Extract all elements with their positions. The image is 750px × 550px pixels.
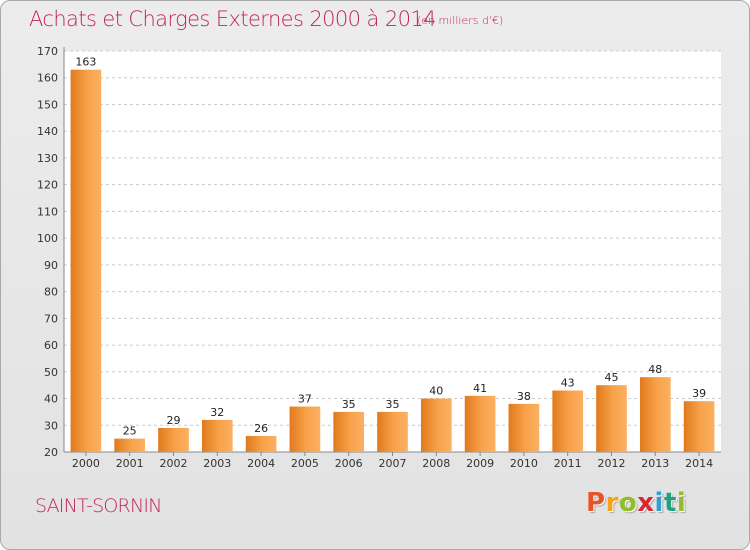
chart-unit: (en milliers d'€) <box>417 14 504 27</box>
x-tick-label: 2006 <box>335 457 363 470</box>
label-layer: 163 25 29 32 26 37 35 35 40 41 38 43 45 48 39 <box>75 56 706 438</box>
y-tick-label: 40 <box>44 393 58 406</box>
value-label: 40 <box>429 385 443 398</box>
y-tick-label: 160 <box>37 72 58 85</box>
bar-2014 <box>683 401 715 452</box>
logo-letter: i <box>676 488 687 518</box>
bar-2013 <box>639 377 671 452</box>
bar-2006 <box>333 411 365 452</box>
value-label: 163 <box>75 56 96 69</box>
value-label: 41 <box>473 382 487 395</box>
y-tick-label: 70 <box>44 312 58 325</box>
y-tick-label: 20 <box>44 446 58 459</box>
y-tick-label: 140 <box>37 125 58 138</box>
bar-2009 <box>464 395 496 452</box>
y-tick-label: 80 <box>44 286 58 299</box>
y-tick-label: 110 <box>37 205 58 218</box>
value-label: 48 <box>648 363 662 376</box>
grid-layer <box>64 50 721 453</box>
x-tick-label: 2000 <box>72 457 100 470</box>
value-label: 35 <box>342 398 356 411</box>
value-label: 43 <box>561 377 575 390</box>
x-tick-label: 2003 <box>203 457 231 470</box>
x-tick-label: 2002 <box>160 457 188 470</box>
bar-2007 <box>377 411 408 452</box>
logo-letter: r <box>605 488 619 518</box>
y-tick-label: 90 <box>44 259 58 272</box>
y-tick-label: 50 <box>44 366 58 379</box>
x-tick-label: 2005 <box>291 457 319 470</box>
bar-2011 <box>552 390 584 452</box>
x-tick-label: 2010 <box>510 457 538 470</box>
x-tick-label: 2009 <box>466 457 494 470</box>
proxiti-logo: Proxiti <box>586 488 686 518</box>
y-tick-label: 100 <box>37 232 58 245</box>
bar-2008 <box>420 398 452 452</box>
bar-layer <box>70 69 715 453</box>
logo-letter: i <box>654 488 664 518</box>
value-label: 45 <box>605 371 619 384</box>
value-label: 35 <box>386 398 400 411</box>
x-tick-label: 2007 <box>379 457 407 470</box>
value-label: 25 <box>123 425 137 438</box>
x-tick-label: 2013 <box>641 457 669 470</box>
logo-letter: t <box>663 488 677 518</box>
bar-2005 <box>289 406 321 452</box>
location-label: SAINT-SORNIN <box>35 495 162 517</box>
y-tick-label: 150 <box>37 98 58 111</box>
bar-2002 <box>158 427 189 452</box>
logo-letter: o <box>618 488 638 518</box>
value-label: 29 <box>167 414 181 427</box>
bar-2001 <box>114 438 146 452</box>
x-tick-label: 2014 <box>685 457 713 470</box>
value-label: 37 <box>298 393 312 406</box>
bar-2000 <box>70 69 102 453</box>
bar-2004 <box>245 435 277 452</box>
x-tick-label: 2008 <box>422 457 450 470</box>
logo-letter: x <box>637 488 655 518</box>
value-label: 38 <box>517 390 531 403</box>
y-tick-label: 30 <box>44 419 58 432</box>
y-tick-label: 130 <box>37 152 58 165</box>
value-label: 32 <box>210 406 224 419</box>
x-tick-label: 2004 <box>247 457 275 470</box>
value-label: 39 <box>692 387 706 400</box>
y-tick-label: 120 <box>37 179 58 192</box>
bar-2012 <box>596 385 627 452</box>
logo-letter: P <box>586 488 606 518</box>
x-tick-label: 2012 <box>598 457 626 470</box>
x-tick-label: 2011 <box>554 457 582 470</box>
bar-2003 <box>201 419 233 452</box>
x-tick-label: 2001 <box>116 457 144 470</box>
y-tick-label: 60 <box>44 339 58 352</box>
value-label: 26 <box>254 422 268 435</box>
chart-title: Achats et Charges Externes 2000 à 2014 <box>29 7 437 31</box>
y-tick-label: 170 <box>37 45 58 58</box>
bar-2010 <box>508 403 540 452</box>
